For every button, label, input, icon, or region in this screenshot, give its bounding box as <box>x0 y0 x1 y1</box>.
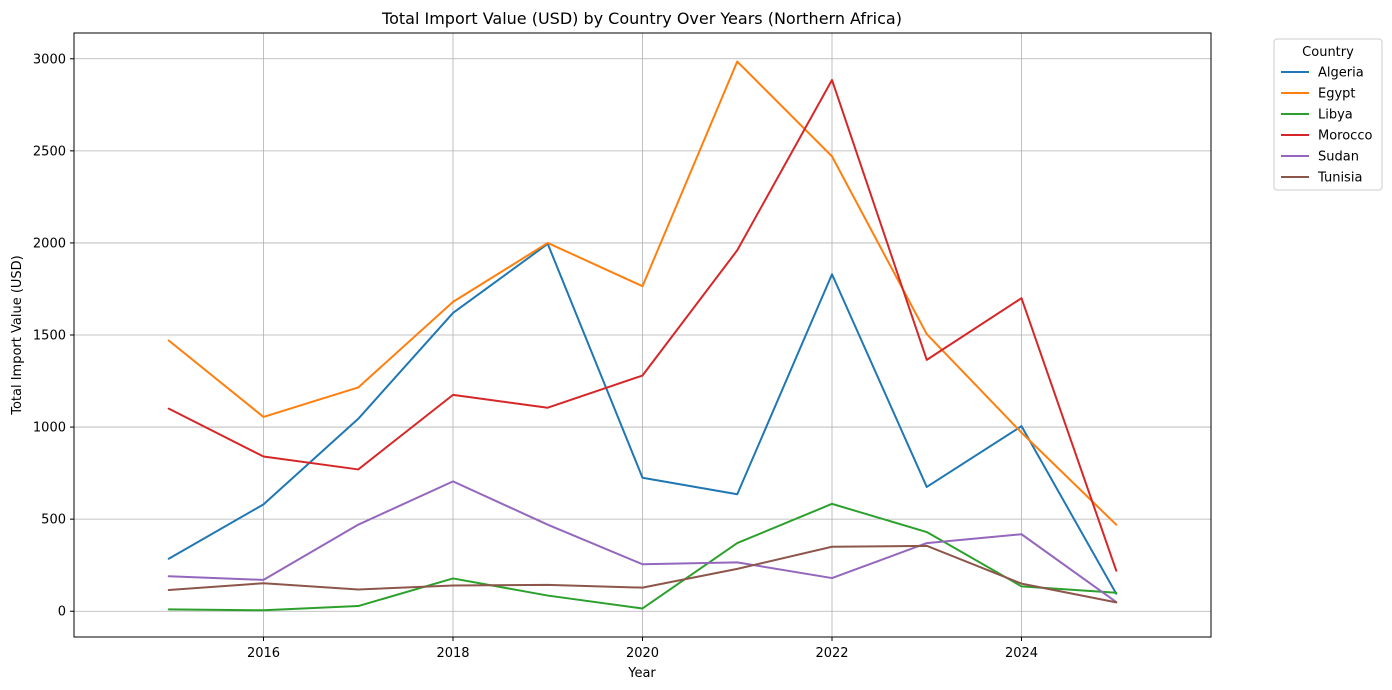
x-tick-label: 2020 <box>626 646 659 661</box>
legend-label-sudan: Sudan <box>1318 150 1359 165</box>
y-tick-label: 1000 <box>33 421 66 436</box>
x-tick-label: 2016 <box>247 646 280 661</box>
y-tick-label: 3000 <box>33 52 66 67</box>
series-line-sudan <box>167 480 1118 604</box>
legend-title: Country <box>1302 45 1354 60</box>
legend-label-tunisia: Tunisia <box>1317 171 1362 186</box>
series-line-tunisia <box>167 544 1118 604</box>
y-tick-label: 1500 <box>33 329 66 344</box>
grid-lines <box>74 33 1211 637</box>
y-axis-ticks: 0 500 1000 1500 2000 2500 3000 <box>33 52 74 620</box>
legend-label-libya: Libya <box>1318 108 1353 123</box>
series-line-morocco <box>167 78 1118 572</box>
legend-label-egypt: Egypt <box>1318 87 1356 102</box>
legend-box <box>1273 38 1383 191</box>
legend-label-algeria: Algeria <box>1318 66 1364 81</box>
legend: Country Algeria Egypt Libya Morocco Sudan Tun… <box>1273 38 1383 191</box>
x-axis-ticks: 2016 2018 2020 2022 2024 <box>247 637 1038 661</box>
x-tick-label: 2022 <box>815 646 848 661</box>
y-tick-label: 500 <box>41 513 66 528</box>
legend-entries: Algeria Egypt Libya Morocco Sudan Tunisia <box>1281 66 1372 186</box>
x-tick-label: 2024 <box>1005 646 1038 661</box>
series-lines <box>167 60 1118 612</box>
x-tick-label: 2018 <box>436 646 469 661</box>
series-line-libya <box>167 502 1118 612</box>
chart-title: Total Import Value (USD) by Country Over… <box>381 9 902 28</box>
series-line-algeria <box>167 242 1118 595</box>
y-tick-label: 2000 <box>33 236 66 251</box>
y-tick-label: 2500 <box>33 144 66 159</box>
series-line-egypt <box>167 60 1118 526</box>
y-tick-label: 0 <box>58 605 66 620</box>
legend-label-morocco: Morocco <box>1318 129 1372 144</box>
y-axis-title: Total Import Value (USD) <box>10 255 25 416</box>
x-axis-title: Year <box>627 666 656 681</box>
